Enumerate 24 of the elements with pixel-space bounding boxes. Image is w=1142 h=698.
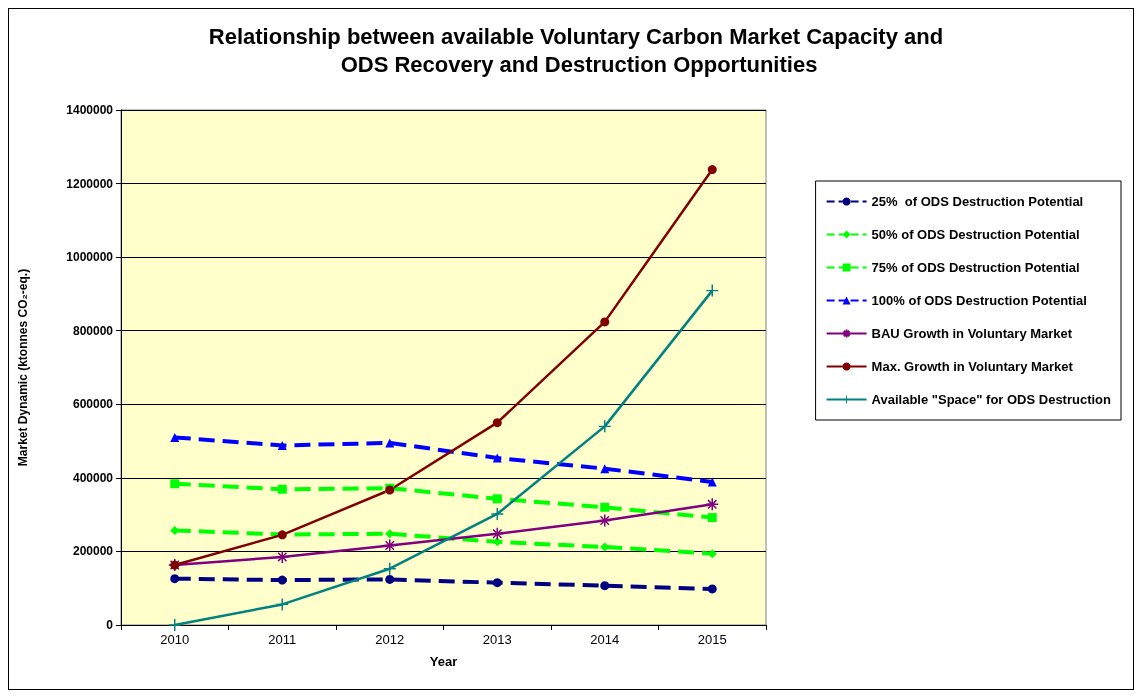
y-axis-title: Market Dynamic (ktonnes CO₂-eq.) [16,268,30,467]
x-axis-title: Year [429,654,458,669]
legend-label: 25% of ODS Destruction Potential [871,194,1084,209]
y-tick-label: 600000 [72,397,114,412]
y-tick-label: 0 [106,618,114,632]
y-tick-label: 200000 [72,544,114,559]
x-tick-label: 2015 [697,632,727,647]
legend-label: BAU Growth in Voluntary Market [871,326,1073,341]
y-tick-label: 800000 [72,323,114,338]
legend-label: Max. Growth in Voluntary Market [871,359,1074,374]
y-tick-label: 1400000 [66,103,114,117]
x-tick-label: 2014 [590,632,620,647]
legend-label: Available "Space" for ODS Destruction [871,392,1112,407]
x-tick-label: 2012 [375,632,405,647]
y-tick-label: 1200000 [66,176,114,191]
y-tick-label: 400000 [72,470,114,485]
chart-title: Relationship between available Voluntary Carbon Market Capacity and ODS Recovery and Destruction Opportunities [208,23,950,77]
x-tick-label: 2011 [268,632,297,647]
legend-label: 100% of ODS Destruction Potential [871,293,1087,308]
x-tick-label: 2010 [160,632,190,647]
legend-label: 75% of ODS Destruction Potential [871,260,1080,275]
x-tick-label: 2013 [482,632,512,647]
legend-label: 50% of ODS Destruction Potential [871,227,1080,242]
y-tick-label: 1000000 [66,250,114,265]
